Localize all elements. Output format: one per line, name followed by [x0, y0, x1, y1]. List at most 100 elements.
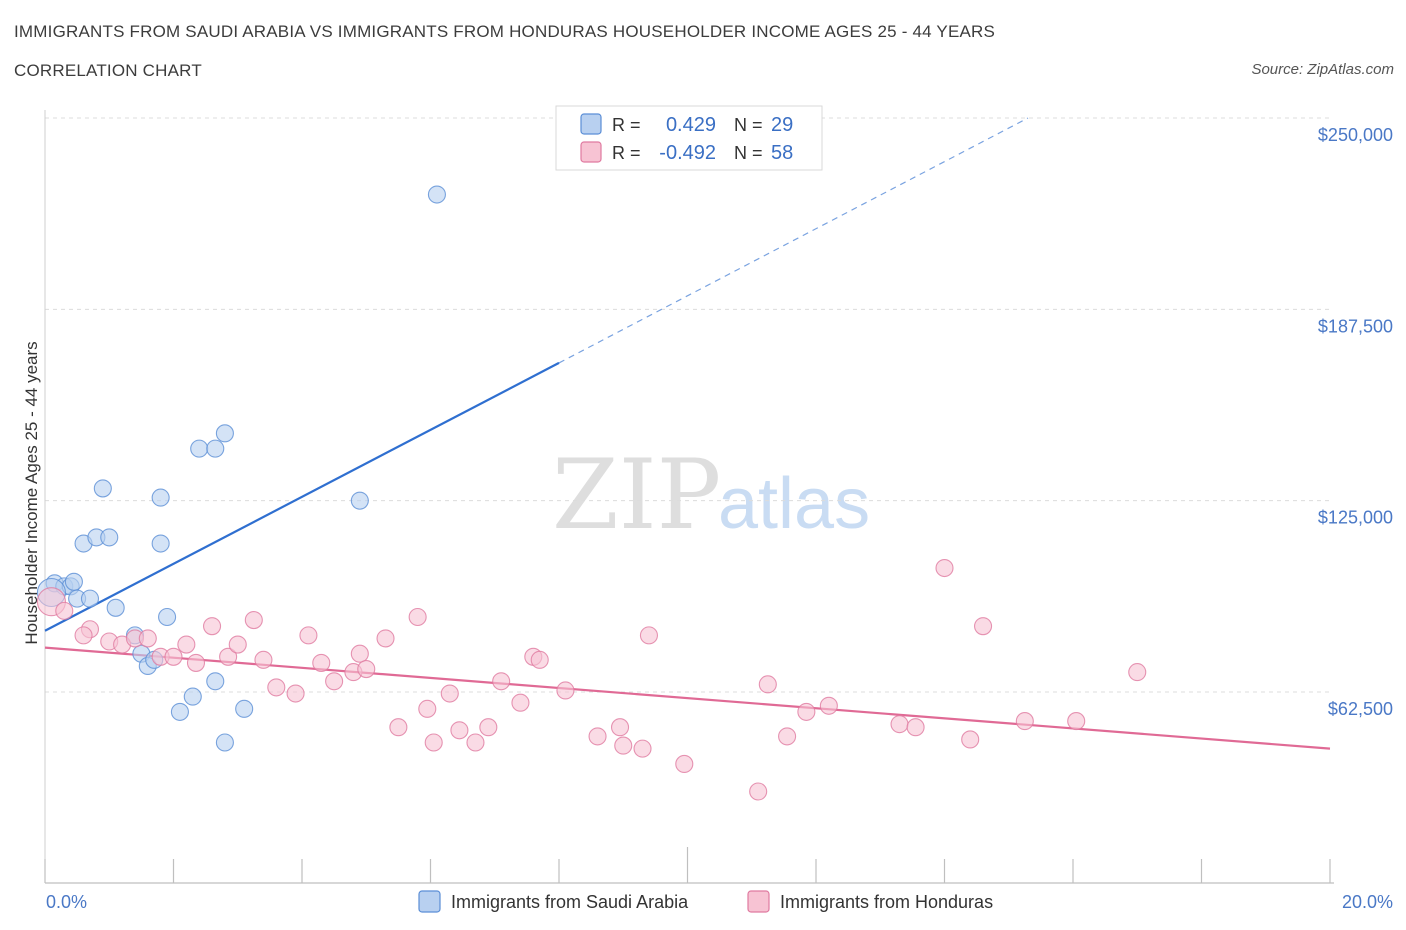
- point-honduras-57: [74, 626, 93, 645]
- stats-n-value-honduras: 58: [771, 142, 793, 164]
- legend-swatch-honduras: [747, 890, 770, 913]
- point-honduras-20: [325, 672, 344, 691]
- stats-swatch-saudi: [580, 113, 602, 135]
- point-saudi-18: [183, 687, 202, 706]
- axes: [44, 110, 1334, 884]
- chart-title: IMMIGRANTS FROM SAUDI ARABIA VS IMMIGRAN…: [14, 22, 996, 41]
- y-tick-label-2: $125,000: [1318, 508, 1393, 528]
- point-honduras-39: [610, 718, 630, 737]
- chart-subtitle: CORRELATION CHART: [14, 61, 202, 80]
- point-honduras-8: [164, 647, 183, 666]
- y-tick-label-3: $62,500: [1328, 699, 1393, 719]
- trend-line-saudi: [44, 361, 560, 632]
- point-honduras-31: [466, 733, 485, 752]
- y-axis-title: Householder Income Ages 25 - 44 years: [22, 341, 41, 644]
- x-tick-label-1: 20.0%: [1342, 892, 1393, 912]
- trend-extension-saudi: [558, 117, 1029, 364]
- point-honduras-37: [556, 681, 575, 700]
- point-honduras-17: [286, 684, 305, 703]
- point-honduras-38: [588, 727, 607, 746]
- watermark-atlas: atlas: [718, 464, 870, 544]
- point-saudi-19: [190, 439, 209, 458]
- point-honduras-34: [511, 693, 530, 712]
- point-honduras-1: [55, 601, 74, 620]
- point-saudi-9: [106, 598, 125, 617]
- stats-r-label-saudi: R =: [612, 115, 641, 135]
- point-honduras-53: [973, 617, 993, 636]
- point-honduras-43: [675, 754, 694, 773]
- point-honduras-36: [530, 650, 549, 669]
- point-saudi-22: [206, 672, 225, 691]
- point-saudi-20: [206, 439, 225, 458]
- y-tick-label-0: $250,000: [1318, 125, 1393, 145]
- point-saudi-3: [64, 572, 83, 591]
- stats-r-value-honduras: -0.492: [659, 142, 716, 164]
- point-honduras-28: [424, 733, 443, 752]
- stats-n-label-saudi: N =: [734, 115, 763, 135]
- point-honduras-30: [450, 721, 469, 740]
- point-honduras-32: [479, 718, 498, 737]
- point-honduras-48: [819, 696, 838, 715]
- point-honduras-6: [138, 629, 157, 648]
- point-saudi-14: [151, 488, 170, 507]
- watermark: ZIP atlas: [552, 439, 870, 551]
- point-saudi-5: [80, 589, 100, 608]
- point-honduras-54: [1015, 712, 1034, 731]
- point-honduras-51: [935, 558, 954, 578]
- x-tick-labels: 0.0% 20.0%: [46, 892, 1393, 912]
- point-saudi-25: [350, 491, 369, 510]
- point-saudi-15: [151, 534, 170, 553]
- point-honduras-44: [749, 782, 768, 801]
- point-honduras-50: [906, 718, 925, 737]
- point-honduras-25: [389, 718, 408, 737]
- point-saudi-26: [427, 185, 446, 204]
- point-honduras-16: [267, 678, 286, 697]
- point-honduras-46: [778, 727, 797, 746]
- point-honduras-9: [177, 635, 196, 654]
- point-honduras-22: [350, 644, 369, 663]
- point-honduras-47: [797, 702, 816, 721]
- legend: Immigrants from Saudi Arabia Immigrants …: [418, 890, 993, 913]
- stats-n-value-saudi: 29: [771, 114, 793, 136]
- point-honduras-24: [376, 629, 395, 648]
- legend-label-honduras: Immigrants from Honduras: [780, 892, 993, 912]
- point-saudi-21: [215, 424, 234, 443]
- point-honduras-12: [219, 647, 238, 666]
- legend-label-saudi: Immigrants from Saudi Arabia: [451, 892, 689, 912]
- point-honduras-26: [408, 607, 427, 627]
- point-honduras-10: [186, 653, 206, 672]
- point-honduras-42: [639, 626, 659, 645]
- stats-legend: R = 0.429 N = 29 R = -0.492 N = 58: [555, 105, 823, 171]
- point-honduras-18: [299, 626, 318, 645]
- source-label: Source: ZipAtlas.com: [1251, 61, 1394, 78]
- point-honduras-13: [228, 635, 247, 654]
- point-honduras-45: [758, 675, 777, 694]
- point-saudi-16: [158, 607, 177, 627]
- point-honduras-14: [244, 611, 263, 630]
- point-honduras-40: [614, 736, 633, 755]
- stats-r-value-saudi: 0.429: [666, 114, 716, 136]
- point-honduras-33: [492, 672, 511, 691]
- point-honduras-23: [357, 659, 376, 679]
- point-honduras-41: [633, 739, 652, 758]
- x-tick-label-0: 0.0%: [46, 892, 87, 912]
- point-honduras-27: [418, 699, 437, 718]
- point-saudi-24: [215, 733, 234, 752]
- legend-swatch-saudi: [418, 890, 441, 913]
- data-points: [36, 185, 1147, 801]
- point-saudi-17: [170, 702, 189, 721]
- gridlines: [45, 117, 1330, 693]
- point-saudi-13: [93, 479, 112, 498]
- trend-line-honduras: [44, 646, 1331, 750]
- stats-r-label-honduras: R =: [612, 143, 641, 163]
- point-honduras-29: [440, 684, 459, 703]
- point-honduras-49: [890, 715, 909, 734]
- point-saudi-8: [100, 528, 119, 547]
- point-honduras-56: [1128, 663, 1147, 682]
- stats-swatch-honduras: [580, 141, 602, 163]
- watermark-zip: ZIP: [552, 439, 721, 551]
- point-saudi-23: [235, 699, 254, 718]
- y-tick-labels: $250,000 $187,500 $125,000 $62,500: [1318, 125, 1393, 719]
- stats-n-label-honduras: N =: [734, 143, 763, 163]
